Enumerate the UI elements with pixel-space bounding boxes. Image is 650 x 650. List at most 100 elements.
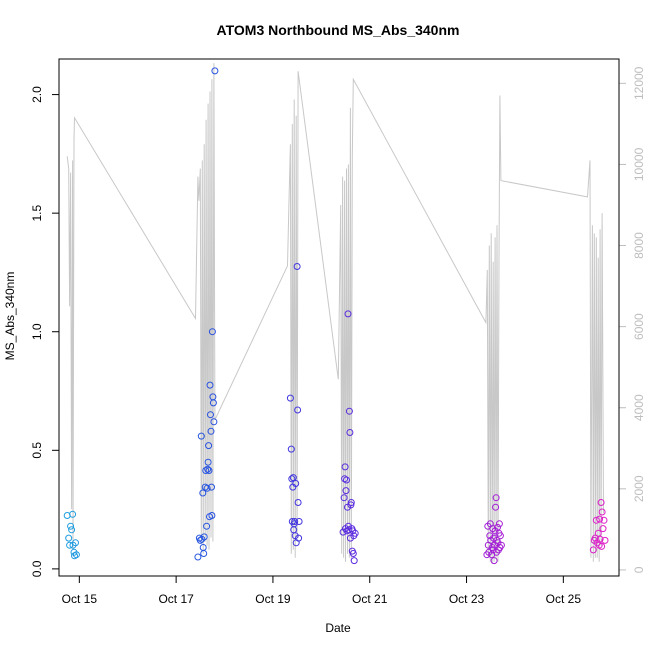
data-point — [206, 381, 214, 389]
x-axis-label: Date — [325, 621, 351, 635]
data-point — [589, 546, 597, 554]
data-point — [72, 539, 79, 547]
data-point — [207, 411, 214, 419]
data-point — [194, 553, 202, 561]
data-point — [492, 494, 500, 502]
y-tick-label-left: 1.5 — [30, 204, 44, 221]
series-line — [66, 63, 604, 564]
data-point — [349, 527, 357, 535]
data-point — [65, 534, 73, 542]
data-point — [343, 476, 350, 484]
data-point — [486, 532, 494, 540]
data-point — [592, 516, 600, 524]
line-layer — [66, 63, 604, 564]
data-point — [341, 463, 349, 471]
point-layer — [63, 67, 609, 565]
y-axis-label: MS_Abs_340nm — [3, 272, 17, 361]
data-point — [346, 429, 354, 436]
chart-title: ATOM3 Northbound MS_Abs_340nm — [217, 22, 460, 38]
x-tick-label: Oct 21 — [352, 592, 388, 606]
data-point — [288, 475, 296, 483]
data-point — [200, 550, 208, 557]
data-point — [208, 483, 215, 491]
data-point — [495, 520, 503, 528]
axes-layer: Oct 15 Oct 17 Oct 19 Oct 21 Oct 23 Oct 25 0.0 0… — [30, 66, 646, 606]
y-tick-label-left: 0.0 — [30, 560, 44, 577]
data-point — [347, 499, 355, 506]
data-point — [198, 535, 206, 543]
x-tick-label: Oct 23 — [449, 592, 485, 606]
data-point — [601, 536, 609, 544]
data-point — [199, 489, 207, 497]
data-point — [295, 518, 303, 525]
data-point — [203, 484, 211, 492]
data-point — [288, 518, 296, 525]
data-point — [293, 263, 301, 270]
data-point — [339, 528, 347, 536]
x-tick-label: Oct 17 — [158, 592, 194, 606]
data-point — [344, 310, 352, 318]
y-tick-label-right: 6000 — [632, 313, 646, 340]
data-point — [207, 427, 215, 435]
plot-frame — [58, 58, 620, 577]
data-point — [204, 458, 212, 466]
y-tick-label-right: 8000 — [632, 232, 646, 259]
data-point — [209, 399, 217, 407]
y-tick-label-right: 4000 — [632, 394, 646, 421]
data-point — [211, 67, 219, 75]
data-point — [200, 533, 208, 541]
x-tick-label: Oct 19 — [255, 592, 291, 606]
data-point — [203, 522, 211, 530]
x-tick-label: Oct 25 — [546, 592, 582, 606]
data-point — [67, 522, 75, 530]
y-tick-label-left: 0.5 — [30, 442, 44, 459]
data-point — [66, 541, 74, 549]
data-point — [294, 499, 302, 506]
data-point — [295, 534, 303, 542]
data-point — [196, 536, 204, 544]
data-point — [341, 475, 349, 483]
data-point — [289, 474, 297, 482]
data-point — [68, 526, 76, 534]
data-point — [287, 445, 295, 453]
data-point — [292, 480, 300, 487]
data-point — [599, 525, 607, 533]
data-point — [598, 542, 606, 550]
y-tick-label-right: 2000 — [632, 475, 646, 502]
data-point — [210, 418, 218, 426]
data-point — [596, 515, 604, 523]
data-point — [349, 550, 357, 557]
data-point — [490, 557, 498, 565]
data-point — [598, 508, 606, 516]
data-point — [286, 394, 294, 402]
x-tick-label: Oct 15 — [62, 592, 98, 606]
data-point — [205, 467, 213, 474]
y-tick-label-right: 0 — [632, 566, 646, 573]
data-point — [208, 512, 216, 519]
y-tick-label-left: 1.0 — [30, 323, 44, 340]
data-point — [351, 529, 359, 537]
data-point — [492, 503, 500, 511]
data-point — [594, 529, 602, 537]
data-point — [69, 510, 77, 518]
data-point — [342, 487, 350, 495]
data-point — [205, 442, 213, 450]
y-tick-label-right: 12000 — [632, 66, 646, 100]
data-point — [202, 467, 210, 474]
data-point — [208, 328, 216, 336]
data-point — [596, 535, 604, 543]
data-point — [600, 516, 608, 524]
data-point — [496, 532, 504, 540]
data-point — [350, 557, 358, 565]
data-point — [340, 494, 348, 502]
data-point — [204, 465, 212, 473]
data-point — [497, 541, 505, 549]
data-point — [347, 501, 355, 509]
data-point — [197, 432, 205, 440]
data-point — [70, 548, 78, 556]
data-point — [294, 406, 302, 414]
data-point — [345, 407, 353, 415]
data-point — [72, 551, 80, 559]
data-point — [597, 499, 605, 506]
